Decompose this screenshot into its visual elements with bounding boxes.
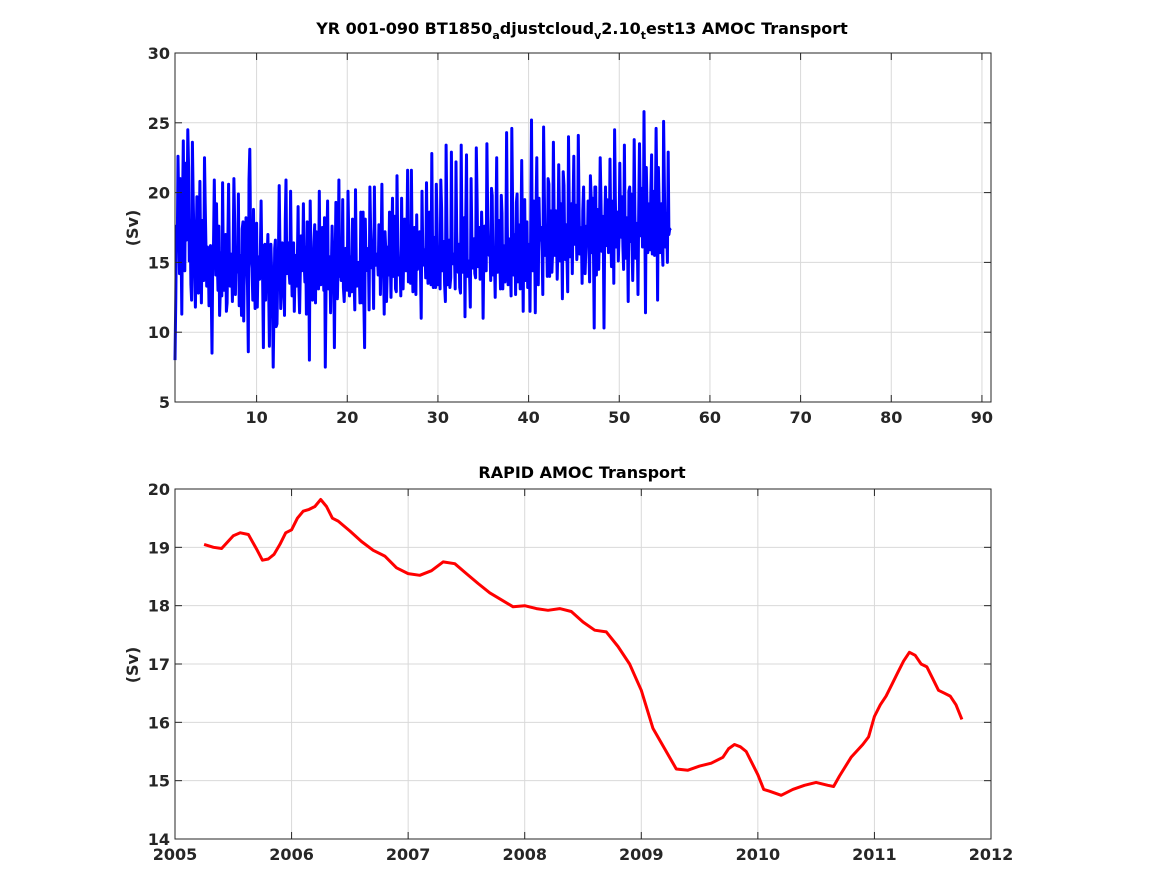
top-chart-title-part: 2.10 (601, 19, 640, 38)
bottom-chart-plot (203, 498, 964, 797)
top-chart-title-part: v (594, 29, 602, 42)
top-chart-title: YR 001-090 BT1850adjustcloudv2.10test13 … (315, 19, 848, 42)
top-chart-xtick-label: 80 (880, 408, 902, 427)
top-chart-title-part: est13 AMOC Transport (646, 19, 848, 38)
bottom-chart-xtick-label: 2005 (153, 845, 198, 864)
bottom-chart-xtick-label: 2011 (852, 845, 897, 864)
bottom-chart-ytick-label: 18 (148, 597, 170, 616)
top-chart-title-part: djustcloud (500, 19, 594, 38)
top-chart-xtick-label: 40 (517, 408, 539, 427)
bottom-chart-xtick-label: 2008 (502, 845, 547, 864)
top-chart-xtick-label: 10 (245, 408, 267, 427)
bottom-chart-ytick-label: 14 (148, 830, 170, 849)
bottom-chart-xtick-label: 2009 (619, 845, 664, 864)
top-chart-panel: 10 20 30 40 50 60 70 80 90 5 10 15 20 25 30 YR 001-090… (123, 19, 993, 427)
top-chart-ytick-label: 15 (148, 253, 170, 272)
top-chart-xtick-label: 70 (789, 408, 811, 427)
bottom-chart-ytick-label: 17 (148, 655, 170, 674)
bottom-chart-ytick-label: 20 (148, 480, 170, 499)
top-chart-series-line (173, 110, 672, 369)
bottom-chart-ytick-label: 19 (148, 538, 170, 557)
top-chart-xtick-label: 20 (336, 408, 358, 427)
top-chart-title-part: a (492, 29, 499, 42)
top-chart-axes-box (174, 52, 992, 403)
bottom-chart-series-line (203, 498, 964, 797)
top-chart-ytick-label: 10 (148, 323, 170, 342)
bottom-chart-ylabel: (Sv) (123, 647, 142, 684)
bottom-chart-title: RAPID AMOC Transport (478, 463, 686, 482)
bottom-chart-ytick-label: 16 (148, 713, 170, 732)
top-chart-xtick-label: 30 (427, 408, 449, 427)
top-chart-title-part: YR 001-090 BT1850 (315, 19, 492, 38)
bottom-chart-xtick-label: 2007 (386, 845, 431, 864)
top-chart-xtick-label: 60 (699, 408, 721, 427)
top-chart-ytick-label: 5 (159, 393, 170, 412)
top-chart-ytick-label: 25 (148, 114, 170, 133)
top-chart-ytick-label: 20 (148, 184, 170, 203)
bottom-chart-xtick-label: 2012 (969, 845, 1014, 864)
bottom-chart-panel: 2005 2006 2007 2008 2009 2010 2011 2012 14 15 16 17… (123, 463, 1013, 864)
top-chart-axes: 10 20 30 40 50 60 70 80 90 5 10 15 20 25 30 (148, 44, 993, 427)
bottom-chart-axes: 2005 2006 2007 2008 2009 2010 2011 2012 14 15 16 17… (148, 480, 1014, 864)
top-chart-xtick-label: 90 (971, 408, 993, 427)
top-chart-ytick-label: 30 (148, 44, 170, 63)
top-chart-plot (173, 110, 672, 369)
bottom-chart-xtick-label: 2010 (736, 845, 781, 864)
bottom-chart-ytick-label: 15 (148, 772, 170, 791)
top-chart-title-part: t (641, 29, 646, 42)
top-chart-xtick-label: 50 (608, 408, 630, 427)
top-chart-ylabel: (Sv) (123, 210, 142, 247)
bottom-chart-xtick-label: 2006 (269, 845, 314, 864)
